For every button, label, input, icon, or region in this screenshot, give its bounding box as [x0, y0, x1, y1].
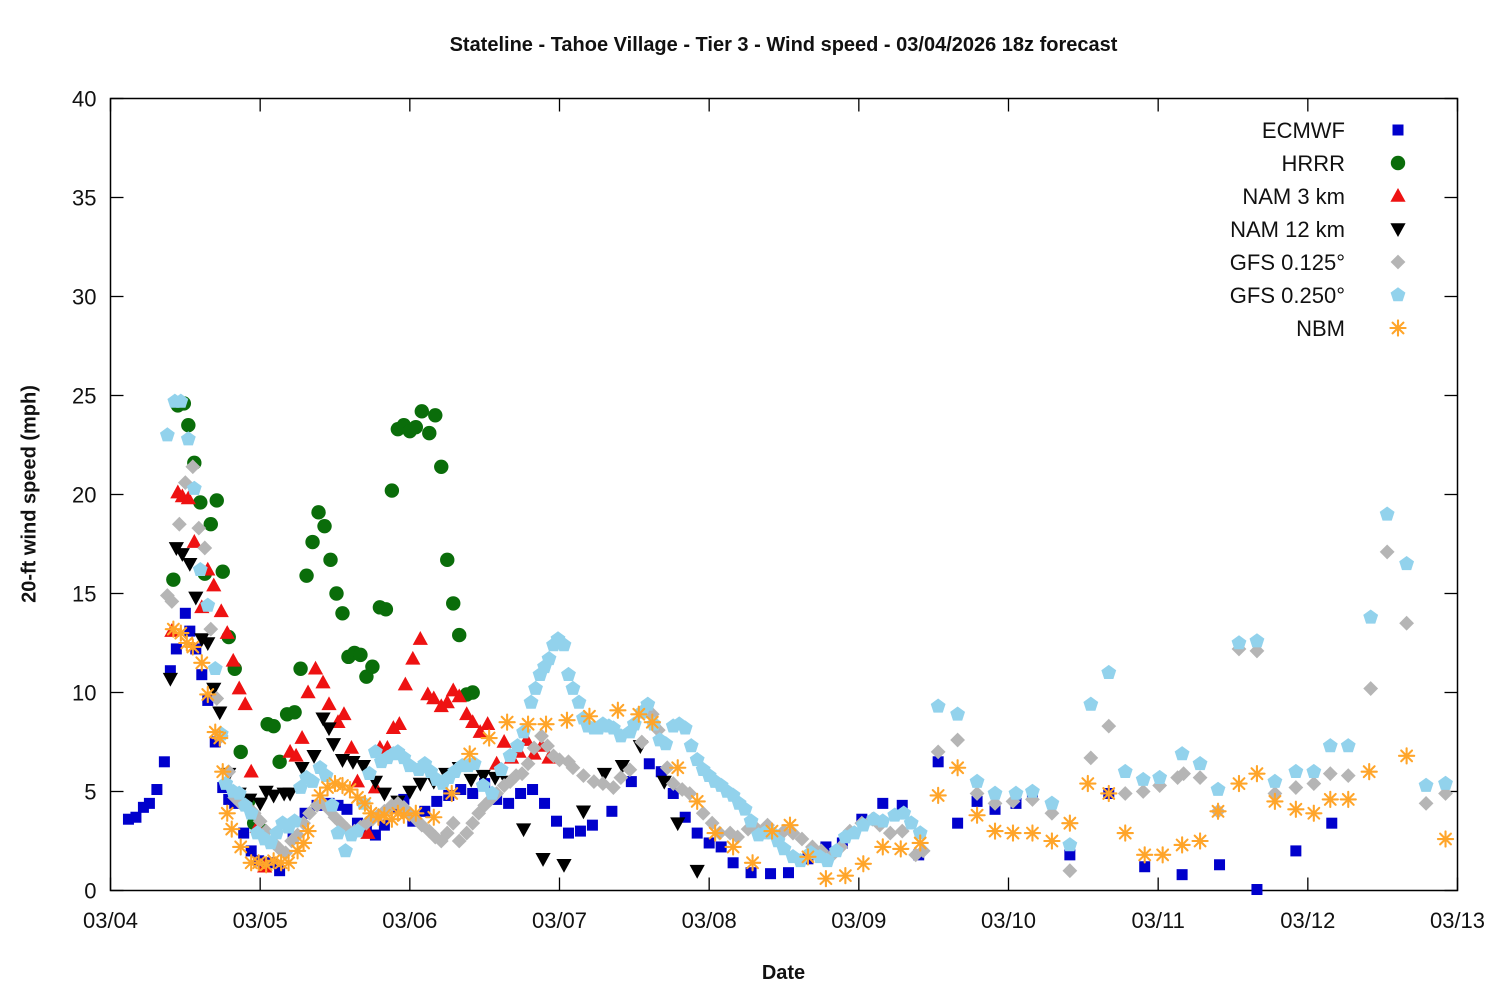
chart-title: Stateline - Tahoe Village - Tier 3 - Win… — [449, 34, 1118, 56]
legend-label: NBM — [1296, 316, 1345, 341]
y-tick-label: 35 — [72, 186, 96, 211]
legend-item-gfs-0-250: GFS 0.250° — [1230, 283, 1406, 308]
legend-item-nam-12-km: NAM 12 km — [1230, 217, 1406, 242]
y-tick-label: 40 — [72, 87, 96, 112]
legend-label: GFS 0.125° — [1230, 250, 1345, 275]
legend-label: HRRR — [1281, 151, 1345, 176]
legend-label: ECMWF — [1262, 118, 1345, 143]
y-tick-label: 15 — [72, 582, 96, 607]
y-tick-label: 0 — [84, 879, 96, 904]
x-axis-ticks: 03/04 03/05 03/06 03/07 03/08 03/09 03/10 03/11… — [83, 98, 1485, 933]
x-tick-label: 03/05 — [233, 908, 288, 933]
series-nbm — [164, 620, 1455, 888]
legend-item-gfs-0-125: GFS 0.125° — [1230, 250, 1406, 275]
x-tick-label: 03/10 — [981, 908, 1036, 933]
series-gfs-0-250 — [159, 393, 1453, 868]
x-tick-label: 03/04 — [83, 908, 138, 933]
y-tick-label: 10 — [72, 681, 96, 706]
legend-label: GFS 0.250° — [1230, 283, 1345, 308]
x-tick-label: 03/06 — [382, 908, 437, 933]
y-axis-ticks: 0 5 10 15 20 25 30 35 40 — [72, 87, 1458, 904]
x-tick-label: 03/07 — [532, 908, 587, 933]
legend: ECMWF HRRR NAM 3 km NAM 12 km GFS 0.125° GFS … — [1230, 118, 1407, 341]
legend-label: NAM 3 km — [1242, 184, 1345, 209]
y-tick-label: 30 — [72, 285, 96, 310]
legend-item-nam-3-km: NAM 3 km — [1242, 184, 1406, 209]
x-axis-label: Date — [761, 962, 806, 984]
x-tick-label: 03/09 — [831, 908, 886, 933]
legend-item-hrrr: HRRR — [1281, 151, 1406, 176]
x-tick-label: 03/11 — [1131, 908, 1184, 933]
y-tick-label: 25 — [72, 384, 96, 409]
y-tick-label: 5 — [84, 780, 96, 805]
y-tick-label: 20 — [72, 483, 96, 508]
legend-item-ecmwf: ECMWF — [1262, 118, 1404, 143]
x-tick-label: 03/13 — [1430, 908, 1485, 933]
legend-label: NAM 12 km — [1230, 217, 1345, 242]
legend-item-nbm: NBM — [1296, 316, 1407, 341]
series-nam-3-km — [164, 484, 557, 873]
series-gfs-0-125 — [159, 459, 1453, 879]
x-tick-label: 03/08 — [682, 908, 737, 933]
x-tick-label: 03/12 — [1280, 908, 1335, 933]
